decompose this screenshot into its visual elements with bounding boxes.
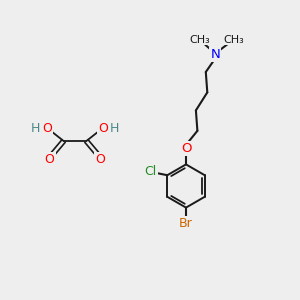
Text: O: O — [98, 122, 108, 135]
Text: CH₃: CH₃ — [189, 34, 210, 45]
Text: H: H — [31, 122, 40, 135]
Text: CH₃: CH₃ — [223, 34, 244, 45]
Text: O: O — [96, 153, 105, 166]
Text: O: O — [45, 153, 54, 166]
Text: O: O — [181, 142, 191, 155]
Text: Cl: Cl — [145, 165, 157, 178]
Text: Br: Br — [179, 217, 193, 230]
Text: H: H — [110, 122, 119, 135]
Text: O: O — [42, 122, 52, 135]
Text: N: N — [211, 48, 220, 61]
